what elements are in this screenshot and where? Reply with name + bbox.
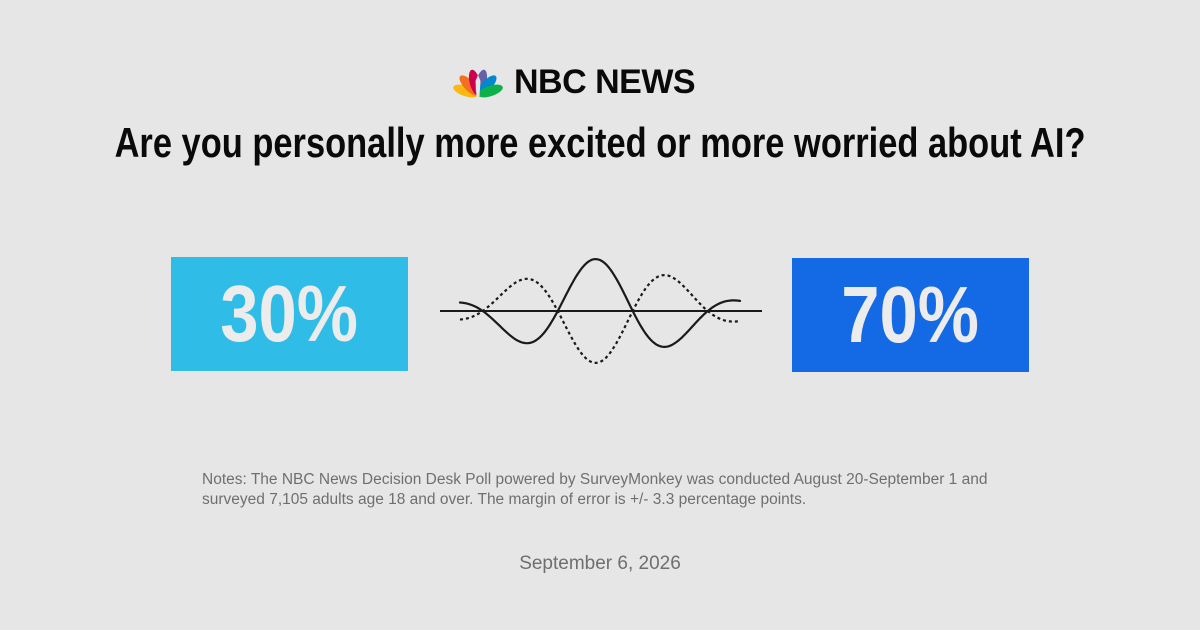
excited-result-box: 30% (171, 257, 408, 371)
worried-result-box: 70% (792, 258, 1029, 372)
nbc-news-logo: NBC NEWS (452, 62, 696, 102)
poll-question: Are you personally more excited or more … (0, 118, 1200, 168)
worried-percentage: 70% (841, 270, 980, 359)
publish-date: September 6, 2026 (519, 553, 681, 574)
poll-notes: Notes: The NBC News Decision Desk Poll p… (202, 471, 988, 508)
excited-percentage: 30% (220, 269, 359, 358)
peacock-icon (453, 69, 503, 98)
intertwined-wave-icon (440, 257, 762, 365)
brand-name: NBC NEWS (514, 63, 696, 101)
peacock-feather (477, 84, 503, 98)
peacock-body (475, 75, 481, 96)
poll-question-text: Are you personally more excited or more … (114, 119, 1086, 166)
